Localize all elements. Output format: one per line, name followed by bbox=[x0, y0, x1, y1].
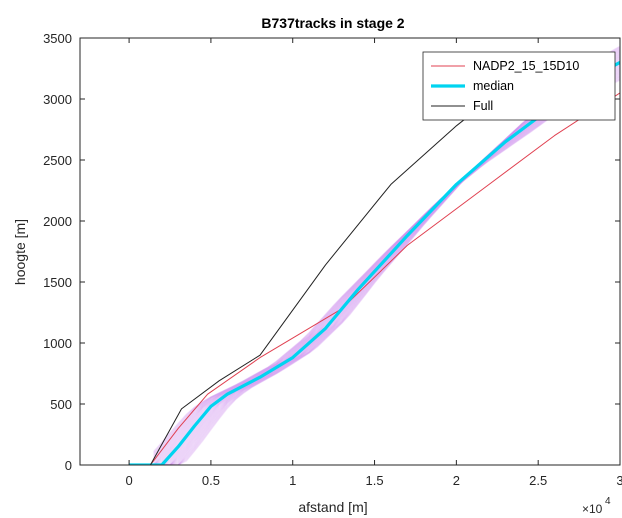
y-tick-label: 1500 bbox=[43, 275, 72, 290]
legend-label: Full bbox=[473, 99, 493, 113]
y-tick-label: 2000 bbox=[43, 214, 72, 229]
x-tick-label: 1 bbox=[289, 473, 296, 488]
x-axis: 0 0.5 1 1.5 2 2.5 3 bbox=[125, 38, 622, 488]
y-tick-label: 500 bbox=[50, 397, 72, 412]
y-tick-label: 0 bbox=[65, 458, 72, 473]
x-axis-label: afstand [m] bbox=[298, 499, 367, 515]
y-tick-label: 1000 bbox=[43, 336, 72, 351]
series-lines bbox=[80, 60, 620, 465]
legend-label: NADP2_15_15D10 bbox=[473, 59, 579, 73]
y-axis: 0 500 1000 1500 2000 2500 3000 3500 bbox=[43, 31, 620, 473]
x-exponent-power: 4 bbox=[605, 496, 611, 507]
series-line-median bbox=[129, 60, 620, 465]
y-tick-label: 3500 bbox=[43, 31, 72, 46]
x-tick-label: 2.5 bbox=[529, 473, 547, 488]
y-axis-label: hoogte [m] bbox=[12, 219, 28, 285]
chart-title: B737tracks in stage 2 bbox=[261, 15, 404, 31]
series-line-nadp2-15-15d10 bbox=[80, 92, 620, 465]
series-line-full bbox=[80, 80, 514, 465]
y-tick-label: 2500 bbox=[43, 153, 72, 168]
x-tick-label: 3 bbox=[616, 473, 622, 488]
plot-frame bbox=[79, 37, 621, 466]
x-tick-label: 0.5 bbox=[202, 473, 220, 488]
x-exponent-base: ×10 bbox=[582, 502, 603, 516]
y-tick-label: 3000 bbox=[43, 92, 72, 107]
legend-label: median bbox=[473, 79, 514, 93]
x-tick-label: 0 bbox=[125, 473, 132, 488]
x-tick-label: 1.5 bbox=[366, 473, 384, 488]
x-tick-label: 2 bbox=[453, 473, 460, 488]
x-exponent: ×10 4 bbox=[582, 496, 611, 516]
